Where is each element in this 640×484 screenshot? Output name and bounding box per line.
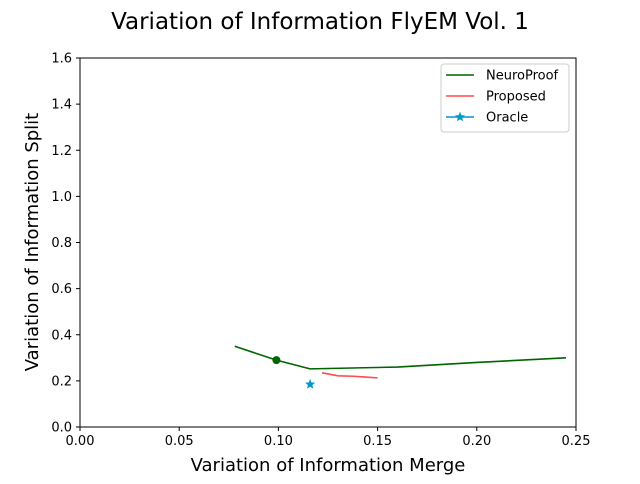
x-tick-label: 0.10 xyxy=(264,434,293,449)
x-tick-label: 0.20 xyxy=(462,434,491,449)
y-tick-label: 1.6 xyxy=(51,52,72,67)
legend-box xyxy=(440,63,570,133)
proposed-line xyxy=(321,372,378,379)
y-tick-label: 0.0 xyxy=(51,421,72,436)
x-tick-label: 0.15 xyxy=(363,434,392,449)
legend-label-proposed: Proposed xyxy=(486,90,546,105)
chart-legend: NeuroProof Proposed Oracle xyxy=(440,63,570,133)
x-axis-title: Variation of Information Merge xyxy=(191,455,466,476)
highlight-dot xyxy=(272,356,281,365)
legend-label-neuroproof: NeuroProof xyxy=(486,69,559,84)
y-tick-label: 0.8 xyxy=(51,236,72,251)
y-tick-label: 0.4 xyxy=(51,328,72,343)
oracle-point xyxy=(305,379,316,389)
y-tick-label: 1.4 xyxy=(51,98,72,113)
chart-title: Variation of Information FlyEM Vol. 1 xyxy=(111,9,529,35)
y-axis-title: Variation of Information Split xyxy=(22,113,43,371)
y-tick-label: 0.2 xyxy=(51,374,72,389)
y-tick-label: 1.2 xyxy=(51,144,72,159)
axis-ticks: 0.00 0.05 0.10 0.15 0.20 0.25 0.0 0.2 0.4 0.6 0.8 1… xyxy=(51,52,590,450)
x-tick-label: 0.05 xyxy=(165,434,194,449)
y-tick-label: 1.0 xyxy=(51,190,72,205)
legend-label-oracle: Oracle xyxy=(486,111,528,126)
data-series xyxy=(234,345,567,389)
neuroproof-line xyxy=(234,345,567,370)
y-tick-label: 0.6 xyxy=(51,282,72,297)
x-tick-label: 0.00 xyxy=(66,434,95,449)
legend-marker-oracle xyxy=(454,111,466,122)
x-tick-label: 0.25 xyxy=(562,434,591,449)
